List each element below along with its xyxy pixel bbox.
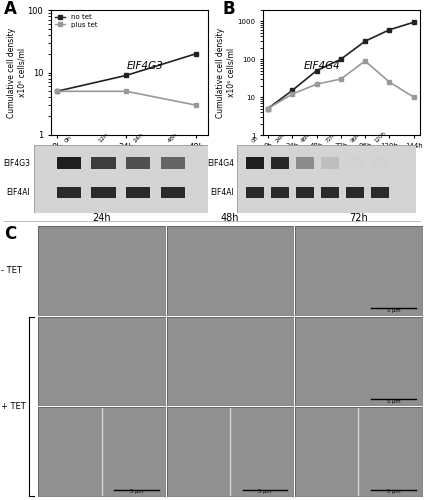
FancyBboxPatch shape <box>56 158 81 169</box>
FancyBboxPatch shape <box>371 186 389 198</box>
FancyBboxPatch shape <box>34 145 208 212</box>
Text: 24h: 24h <box>275 132 286 143</box>
Text: 48h: 48h <box>300 132 311 143</box>
FancyBboxPatch shape <box>371 158 389 169</box>
Text: 5 μm: 5 μm <box>387 308 400 313</box>
Y-axis label: Cumulative cell density
x10⁵ cells/ml: Cumulative cell density x10⁵ cells/ml <box>7 28 26 118</box>
Text: 96h: 96h <box>349 132 360 143</box>
Text: 0h: 0h <box>251 135 259 143</box>
FancyBboxPatch shape <box>126 186 151 198</box>
Text: 5 μm: 5 μm <box>387 398 400 404</box>
FancyBboxPatch shape <box>91 158 116 169</box>
Text: 5 μm: 5 μm <box>258 489 272 494</box>
Text: 72h: 72h <box>324 132 335 143</box>
Text: 72h: 72h <box>349 213 368 223</box>
Text: 24h: 24h <box>92 213 111 223</box>
FancyBboxPatch shape <box>91 186 116 198</box>
Text: + TET: + TET <box>1 402 25 411</box>
FancyBboxPatch shape <box>161 186 185 198</box>
Text: B: B <box>222 0 235 18</box>
FancyBboxPatch shape <box>296 186 314 198</box>
Text: EIF4AI: EIF4AI <box>7 188 31 196</box>
FancyBboxPatch shape <box>126 158 151 169</box>
Text: 120h: 120h <box>373 130 387 143</box>
FancyBboxPatch shape <box>346 186 364 198</box>
Text: 48h: 48h <box>167 132 179 143</box>
Text: 48h: 48h <box>221 213 239 223</box>
Text: 5 μm: 5 μm <box>387 489 400 494</box>
FancyBboxPatch shape <box>321 186 339 198</box>
Text: 24h: 24h <box>132 132 144 143</box>
Text: C: C <box>4 225 17 243</box>
Text: 0h: 0h <box>64 134 73 143</box>
Text: 5 μm: 5 μm <box>130 489 143 494</box>
Text: EIF4G4: EIF4G4 <box>207 158 234 168</box>
FancyBboxPatch shape <box>346 158 364 169</box>
Text: EIF4G4: EIF4G4 <box>304 61 341 71</box>
FancyBboxPatch shape <box>321 158 339 169</box>
FancyBboxPatch shape <box>271 186 289 198</box>
Text: 12h: 12h <box>98 132 109 143</box>
FancyBboxPatch shape <box>56 186 81 198</box>
X-axis label: Time after TET: Time after TET <box>311 154 372 163</box>
Text: EIF4G3: EIF4G3 <box>3 158 31 168</box>
X-axis label: Time after TET: Time after TET <box>99 157 160 166</box>
Text: A: A <box>4 0 17 18</box>
Text: - TET: - TET <box>1 266 22 275</box>
FancyBboxPatch shape <box>246 158 264 169</box>
Legend: no tet, plus tet: no tet, plus tet <box>54 14 98 28</box>
Y-axis label: Cumulative cell density
x10⁵ cells/ml: Cumulative cell density x10⁵ cells/ml <box>217 28 236 118</box>
FancyBboxPatch shape <box>271 158 289 169</box>
FancyBboxPatch shape <box>296 158 314 169</box>
Text: EIF4G3: EIF4G3 <box>127 61 163 71</box>
FancyBboxPatch shape <box>237 145 416 212</box>
Text: EIF4AI: EIF4AI <box>210 188 234 196</box>
FancyBboxPatch shape <box>161 158 185 169</box>
FancyBboxPatch shape <box>246 186 264 198</box>
